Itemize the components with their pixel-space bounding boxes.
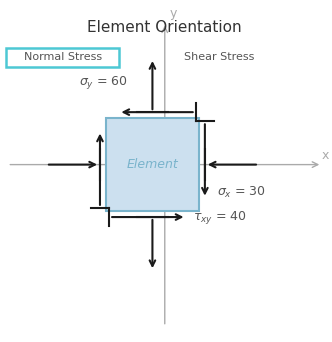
Text: Element Orientation: Element Orientation bbox=[87, 20, 242, 35]
Text: $\sigma_y$ = 60: $\sigma_y$ = 60 bbox=[79, 74, 128, 91]
Text: Element: Element bbox=[126, 158, 178, 171]
Text: y: y bbox=[169, 6, 177, 19]
Bar bbox=[6, 48, 120, 67]
Bar bbox=[106, 118, 199, 211]
Text: Shear Stress: Shear Stress bbox=[184, 52, 255, 62]
Text: $\tau_{xy}$ = 40: $\tau_{xy}$ = 40 bbox=[193, 209, 246, 226]
Text: $\sigma_x$ = 30: $\sigma_x$ = 30 bbox=[217, 185, 266, 200]
Text: x: x bbox=[321, 149, 329, 162]
Text: Normal Stress: Normal Stress bbox=[24, 52, 102, 62]
